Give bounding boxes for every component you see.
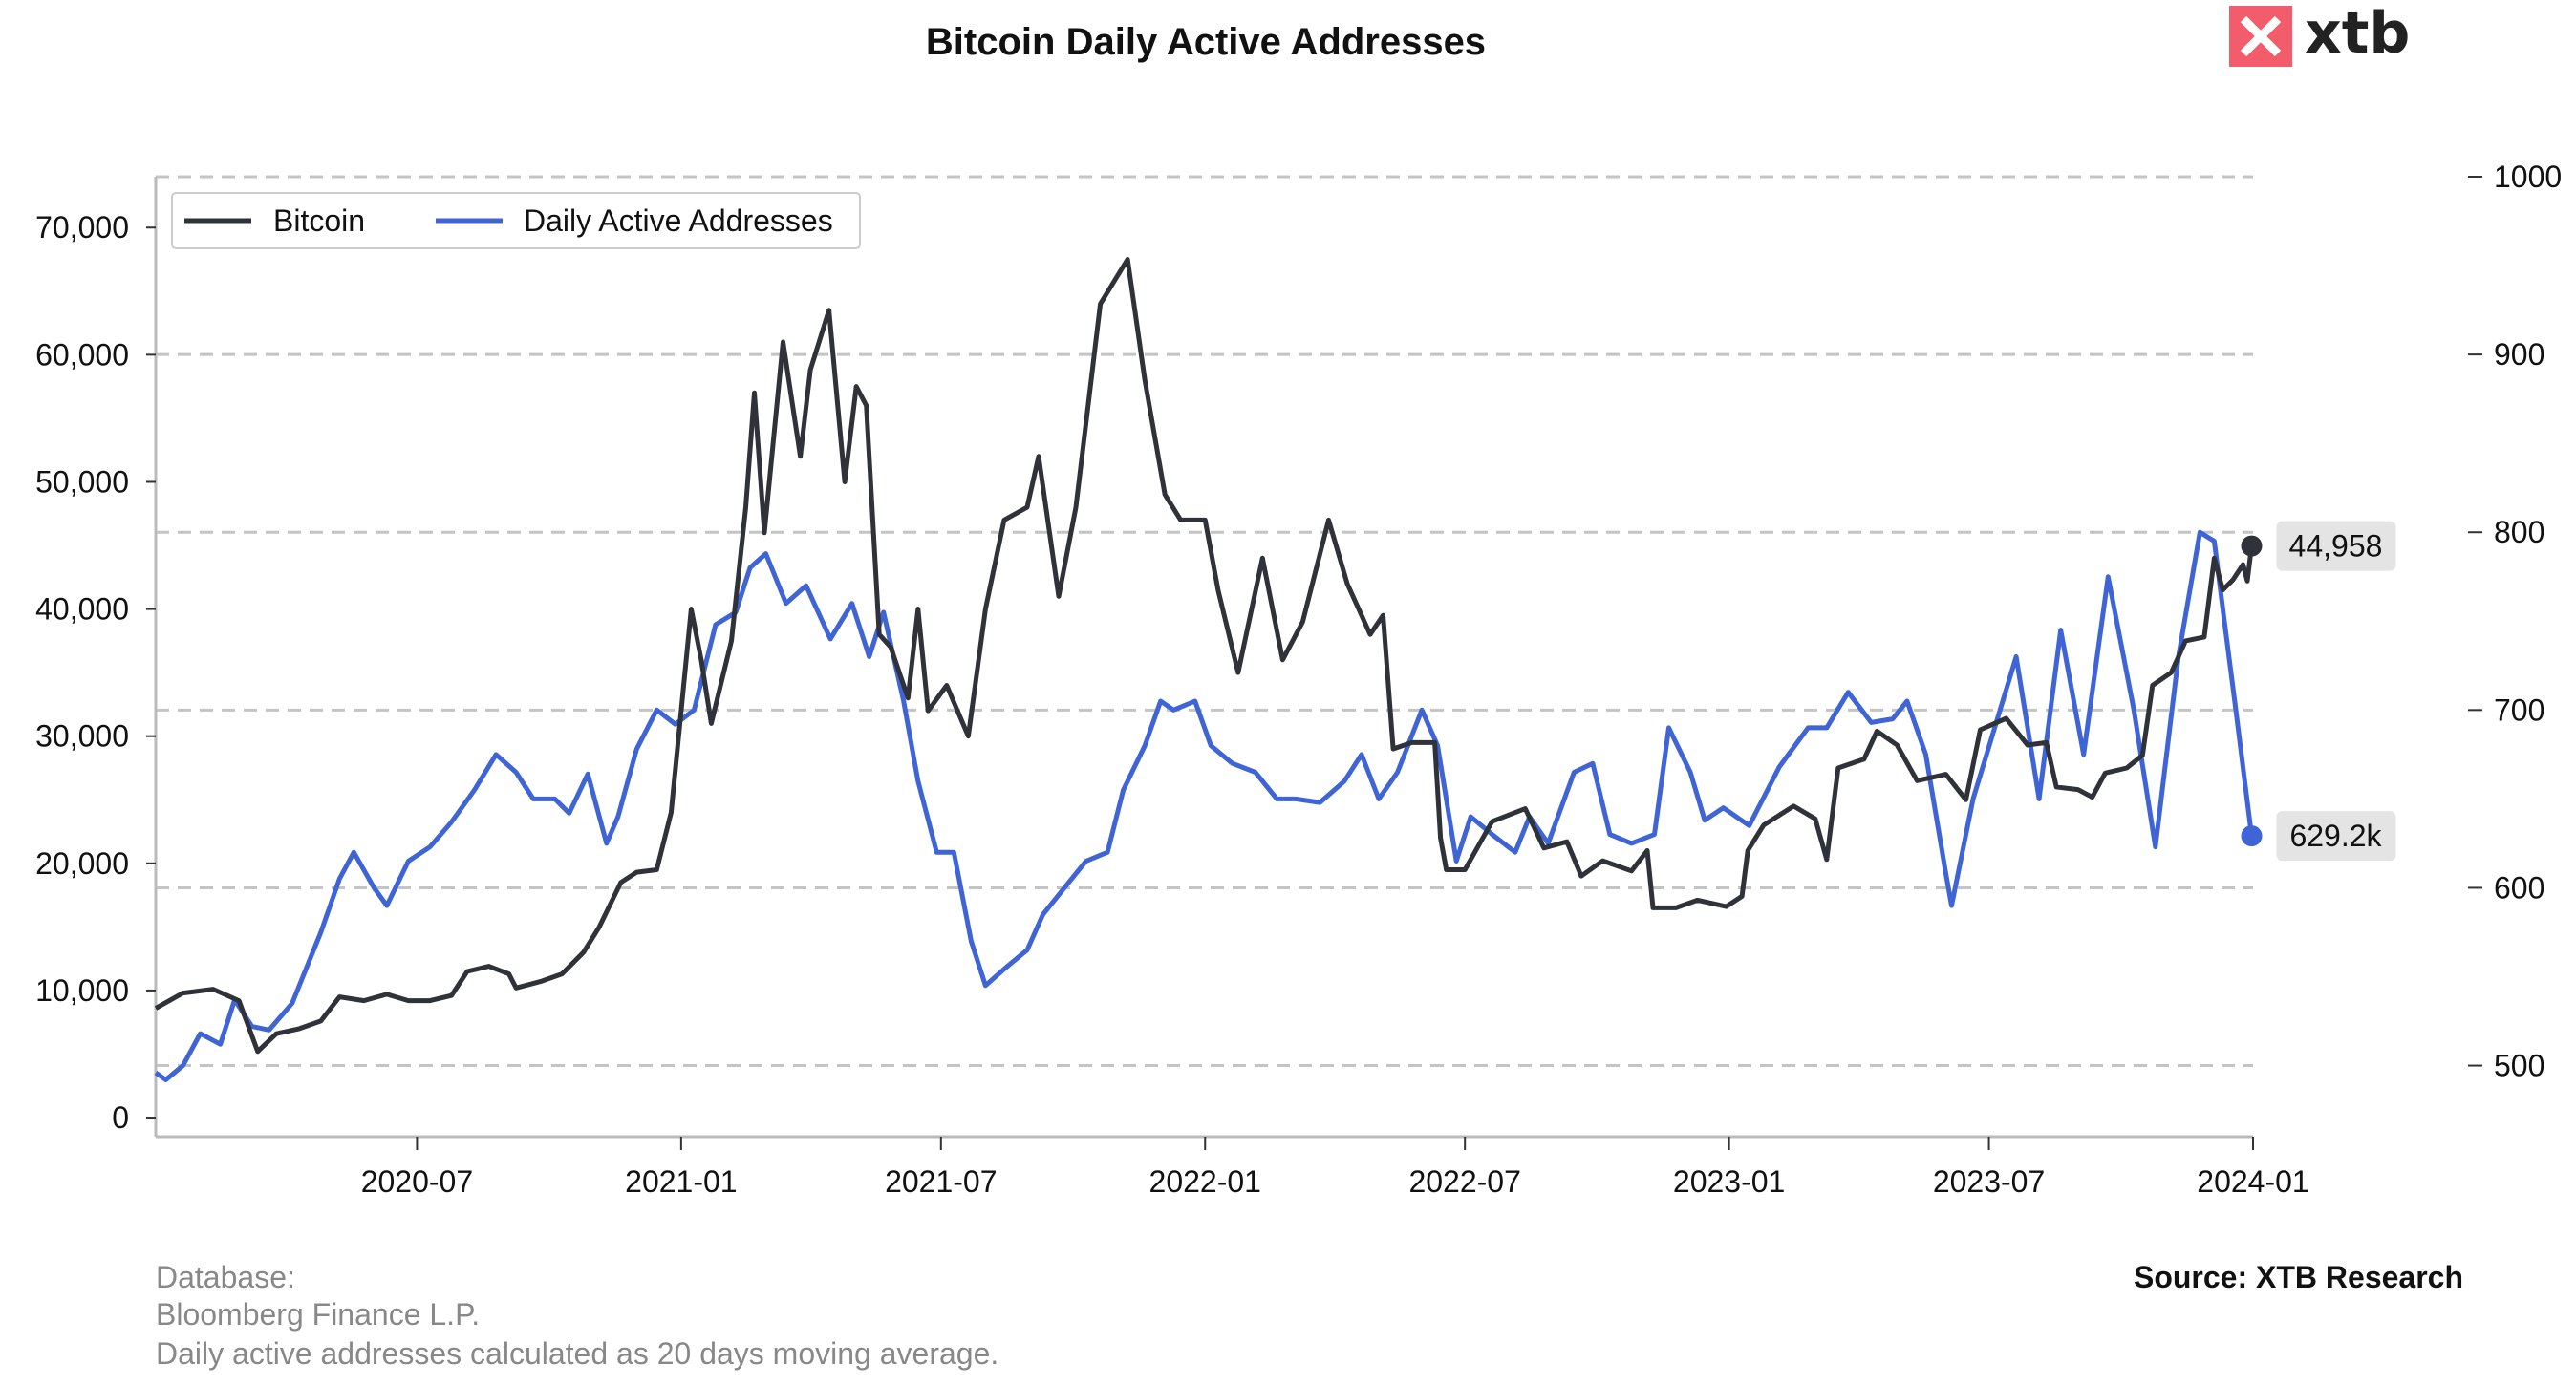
grid [156, 175, 2253, 1068]
x-tick-label-3: 2022-01 [1149, 1164, 1261, 1199]
x-tick-label-6: 2023-07 [1933, 1164, 2045, 1199]
y-right-tick-label-3: 800 [2494, 515, 2544, 549]
y-left-tick-label-3: 30,000 [35, 719, 129, 754]
x-tick-label-5: 2023-01 [1673, 1164, 1785, 1199]
end-marker-bitcoin [2241, 535, 2263, 557]
logo-x-icon [2240, 15, 2282, 57]
y-left-tick-label-4: 40,000 [35, 592, 129, 627]
legend-box [171, 192, 861, 249]
end-labels: 44,958 629.2k [2241, 521, 2396, 862]
end-marker-daily-active-addresses [2241, 825, 2263, 847]
x-tick-label-7: 2024-01 [2197, 1164, 2308, 1199]
logo: xtb [2229, 0, 2410, 67]
legend-label-bitcoin: Bitcoin [273, 203, 365, 238]
y-right-tick-label-0: 500 [2494, 1049, 2544, 1083]
footer: Database: Bloomberg Finance L.P. Daily a… [156, 1260, 2463, 1371]
x-tick-label-0: 2020-07 [361, 1164, 473, 1199]
y-left-tick-label-2: 20,000 [35, 846, 129, 881]
end-label-box-daily-active-addresses [2276, 811, 2396, 862]
legend-label-daily-active-addresses: Daily Active Addresses [524, 203, 833, 238]
end-label-daily-active-addresses: 629.2k [2289, 819, 2382, 853]
footer-database-label: Database: [156, 1260, 295, 1294]
y-right-tick-label-1: 600 [2494, 870, 2544, 905]
y-left-tick-label-5: 50,000 [35, 464, 129, 499]
end-label-box-bitcoin [2276, 521, 2396, 571]
x-tick-label-4: 2022-07 [1408, 1164, 1520, 1199]
y-right-tick-label-2: 700 [2494, 693, 2544, 727]
y-left-tick-label-7: 70,000 [35, 210, 129, 245]
y-left-tick-label-0: 0 [112, 1100, 129, 1135]
series-line-daily-active-addresses [154, 529, 2254, 1082]
chart-title: Bitcoin Daily Active Addresses [926, 21, 1486, 63]
logo-text: xtb [2305, 0, 2410, 67]
series-line-bitcoin [154, 257, 2254, 1055]
series-layer [154, 257, 2254, 1082]
x-tick-label-2: 2021-07 [885, 1164, 997, 1199]
y-left-tick-label-1: 10,000 [35, 973, 129, 1008]
axes: 0 10,000 20,000 30,000 40,000 50,000 60,000 70,… [35, 160, 2562, 1199]
y-left-tick-label-6: 60,000 [35, 337, 129, 372]
y-right-tick-label-4: 900 [2494, 337, 2544, 372]
y-right-tick-label-5: 1000 [2494, 160, 2562, 194]
footer-note: Daily active addresses calculated as 20 … [156, 1336, 998, 1371]
x-tick-label-1: 2021-01 [625, 1164, 737, 1199]
footer-database-value: Bloomberg Finance L.P. [156, 1297, 480, 1332]
end-label-bitcoin: 44,958 [2289, 529, 2383, 564]
legend: Bitcoin Daily Active Addresses [171, 192, 861, 249]
footer-source: Source: XTB Research [2134, 1260, 2463, 1294]
